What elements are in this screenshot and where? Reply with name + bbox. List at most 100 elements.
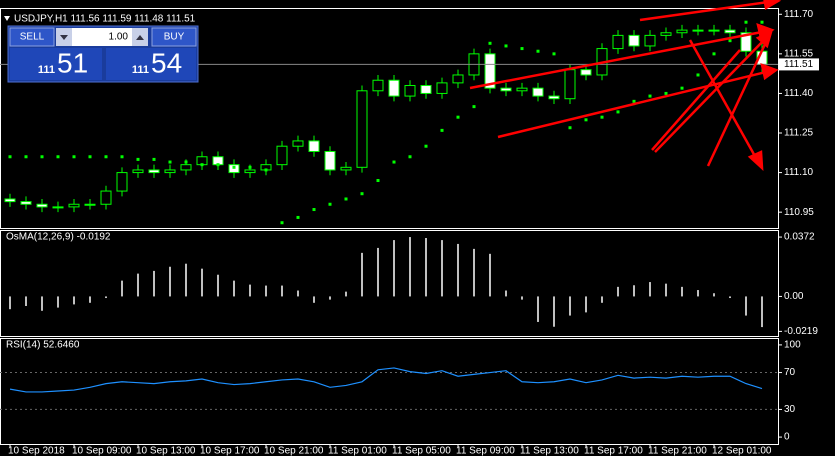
sar-dot bbox=[296, 215, 300, 219]
sar-dot bbox=[584, 118, 588, 122]
sar-dot bbox=[360, 192, 364, 196]
candle-body bbox=[180, 164, 192, 171]
rsi-title: RSI(14) 52.6460 bbox=[6, 340, 80, 351]
candle-body bbox=[660, 32, 672, 36]
candle-body bbox=[372, 79, 384, 92]
sar-dot bbox=[40, 155, 44, 159]
sar-dot bbox=[632, 99, 636, 103]
sell-price-box[interactable] bbox=[10, 48, 102, 80]
sar-dot bbox=[344, 197, 348, 201]
candle-body bbox=[436, 82, 448, 94]
sar-dot bbox=[120, 155, 124, 159]
sar-dot bbox=[440, 128, 444, 132]
sar-dot bbox=[376, 179, 380, 183]
rsi-line bbox=[9, 367, 763, 393]
y-tick-label: 111.70 bbox=[784, 9, 814, 20]
buy-price-small: 54 bbox=[151, 47, 182, 78]
collapse-icon bbox=[4, 16, 10, 21]
x-tick-label: 10 Sep 09:00 bbox=[72, 446, 132, 456]
sar-dot bbox=[8, 155, 12, 159]
sar-dot bbox=[456, 115, 460, 119]
candle-body bbox=[500, 87, 512, 92]
arrow-head bbox=[760, 63, 779, 81]
sar-dot bbox=[616, 110, 620, 114]
sar-dot bbox=[536, 49, 540, 53]
osma-frame bbox=[0, 230, 779, 337]
sar-dot bbox=[472, 105, 476, 109]
sar-dot bbox=[600, 115, 604, 119]
sar-dot bbox=[88, 155, 92, 159]
rsi-frame bbox=[0, 338, 779, 445]
candle-body bbox=[68, 203, 80, 208]
candle-body bbox=[692, 29, 704, 32]
candle-body bbox=[244, 169, 256, 174]
candle-body bbox=[276, 145, 288, 166]
candle-body bbox=[532, 87, 544, 97]
sar-dot bbox=[504, 44, 508, 48]
y-tick-label: 0.0372 bbox=[784, 232, 815, 243]
candle-body bbox=[388, 79, 400, 97]
sar-dot bbox=[696, 73, 700, 77]
sar-dot bbox=[744, 20, 748, 24]
lots-value: 1.00 bbox=[109, 32, 129, 43]
y-tick-label: 111.25 bbox=[784, 128, 814, 139]
buy-price-box[interactable] bbox=[106, 48, 196, 80]
y-tick-label: 110.95 bbox=[784, 207, 814, 218]
arrow-head bbox=[763, 0, 782, 10]
sar-dot bbox=[680, 86, 684, 90]
y-tick-label: 111.55 bbox=[784, 48, 814, 59]
candle-body bbox=[52, 206, 64, 209]
x-tick-label: 11 Sep 09:00 bbox=[456, 446, 515, 456]
candle-body bbox=[20, 201, 32, 205]
candle-body bbox=[452, 74, 464, 84]
sar-dot bbox=[728, 39, 732, 43]
x-tick-label: 10 Sep 17:00 bbox=[200, 446, 260, 456]
candle-body bbox=[740, 32, 752, 52]
sar-dot bbox=[152, 157, 156, 161]
drawn-arrow bbox=[654, 39, 765, 153]
candle-body bbox=[308, 140, 320, 152]
sar-dot bbox=[568, 126, 572, 130]
candle-body bbox=[100, 190, 112, 205]
sar-dot bbox=[72, 155, 76, 159]
sar-dot bbox=[392, 160, 396, 164]
sar-dot bbox=[312, 208, 316, 212]
sar-dot bbox=[648, 94, 652, 98]
sar-dot bbox=[760, 20, 764, 24]
sell-button[interactable] bbox=[9, 27, 55, 47]
y-tick-label: 100 bbox=[784, 340, 801, 351]
y-tick-label: 30 bbox=[784, 404, 796, 415]
main-frame bbox=[0, 8, 779, 229]
x-tick-label: 12 Sep 01:00 bbox=[712, 446, 772, 456]
sar-dot bbox=[712, 52, 716, 56]
plot-layer: 111.70 111.55 111.40 111.25 111.10 110.95 111.… bbox=[0, 9, 819, 456]
candle-body bbox=[404, 85, 416, 97]
candle-body bbox=[36, 203, 48, 208]
candle-body bbox=[340, 166, 352, 171]
candle-body bbox=[548, 95, 560, 100]
sar-dot bbox=[520, 47, 524, 51]
sar-dot bbox=[664, 91, 668, 95]
candle-body bbox=[628, 34, 640, 47]
x-tick-label: 11 Sep 21:00 bbox=[648, 446, 707, 456]
candle-body bbox=[612, 34, 624, 50]
y-tick-label: 0.00 bbox=[784, 291, 804, 302]
panel-frames bbox=[0, 8, 779, 445]
sar-dot bbox=[184, 160, 188, 164]
buy-button[interactable] bbox=[151, 27, 197, 47]
lots-input[interactable] bbox=[72, 28, 132, 46]
y-tick-label: 0 bbox=[784, 432, 790, 443]
sar-dot bbox=[104, 155, 108, 159]
y-tick-label: 111.40 bbox=[784, 88, 814, 99]
x-tick-label: 11 Sep 01:00 bbox=[328, 446, 387, 456]
drawn-arrow bbox=[469, 30, 763, 90]
sar-dot bbox=[424, 144, 428, 148]
sar-dot bbox=[168, 160, 172, 164]
y-tick-label: 70 bbox=[784, 367, 796, 378]
candle-body bbox=[116, 172, 128, 192]
candle-body bbox=[356, 90, 368, 168]
drawn-arrow bbox=[688, 39, 758, 159]
chart-title: USDJPY,H1 111.56 111.59 111.48 111.51 bbox=[14, 14, 196, 25]
drawn-arrow bbox=[639, 0, 769, 22]
